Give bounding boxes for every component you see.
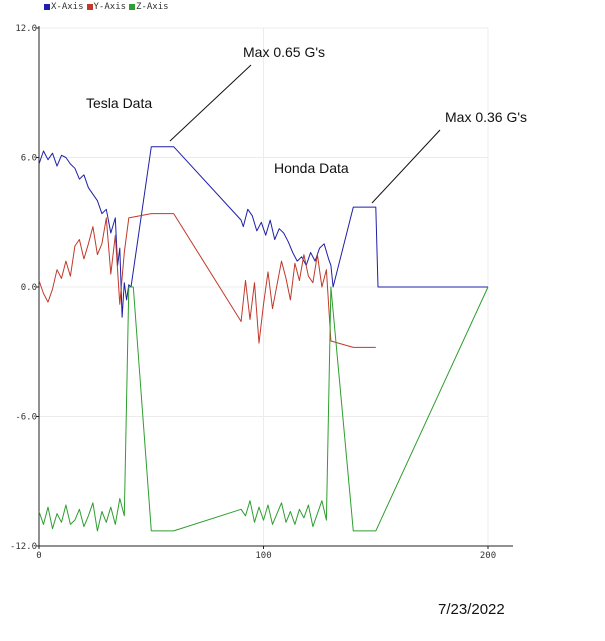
series-lines: [38, 146, 489, 532]
legend-label-x: X-Axis: [51, 2, 84, 12]
legend-item-x: X-Axis: [44, 2, 84, 12]
leader-line-honda-max: [371, 129, 441, 204]
annotation-tesla-data: Tesla Data: [86, 95, 153, 111]
tick-labels: 12.0 6.0 0.0 -6.0 -12.00 100 200: [10, 24, 496, 561]
legend: X-Axis Y-Axis Z-Axis: [44, 2, 170, 12]
annotation-honda-max: Max 0.36 G's: [445, 109, 528, 125]
legend-swatch-y: [86, 4, 93, 10]
date-label: 7/23/2022: [438, 601, 505, 618]
leader-line-tesla-max: [169, 64, 252, 142]
annotation-honda-data: Honda Data: [274, 160, 349, 176]
legend-label-y: Y-Axis: [93, 2, 127, 12]
legend-swatch-z: [129, 4, 136, 10]
annotation-tesla-max: Max 0.65 G's: [243, 44, 326, 60]
legend-swatch-x: [44, 4, 50, 10]
y-tick-label: 6.0: [21, 154, 37, 164]
legend-item-z: Z-Axis: [129, 2, 169, 12]
y-tick-label: 0.0: [21, 283, 37, 293]
x-tick-label: 200: [480, 551, 496, 561]
y-tick-label: -12.0: [10, 542, 37, 552]
y-tick-label: 12.0: [15, 24, 37, 34]
annotation-leader-lines: [169, 64, 441, 204]
z-axis-series-line: [38, 286, 489, 532]
legend-item-y: Y-Axis: [86, 2, 127, 12]
x-tick-label: 0: [36, 551, 41, 561]
y-axis-series-line: [38, 213, 376, 348]
x-tick-label: 100: [255, 551, 271, 561]
legend-label-z: Z-Axis: [136, 2, 169, 12]
y-tick-label: -6.0: [15, 413, 37, 423]
x-axis-series-line: [38, 146, 488, 318]
axes: [36, 26, 513, 549]
